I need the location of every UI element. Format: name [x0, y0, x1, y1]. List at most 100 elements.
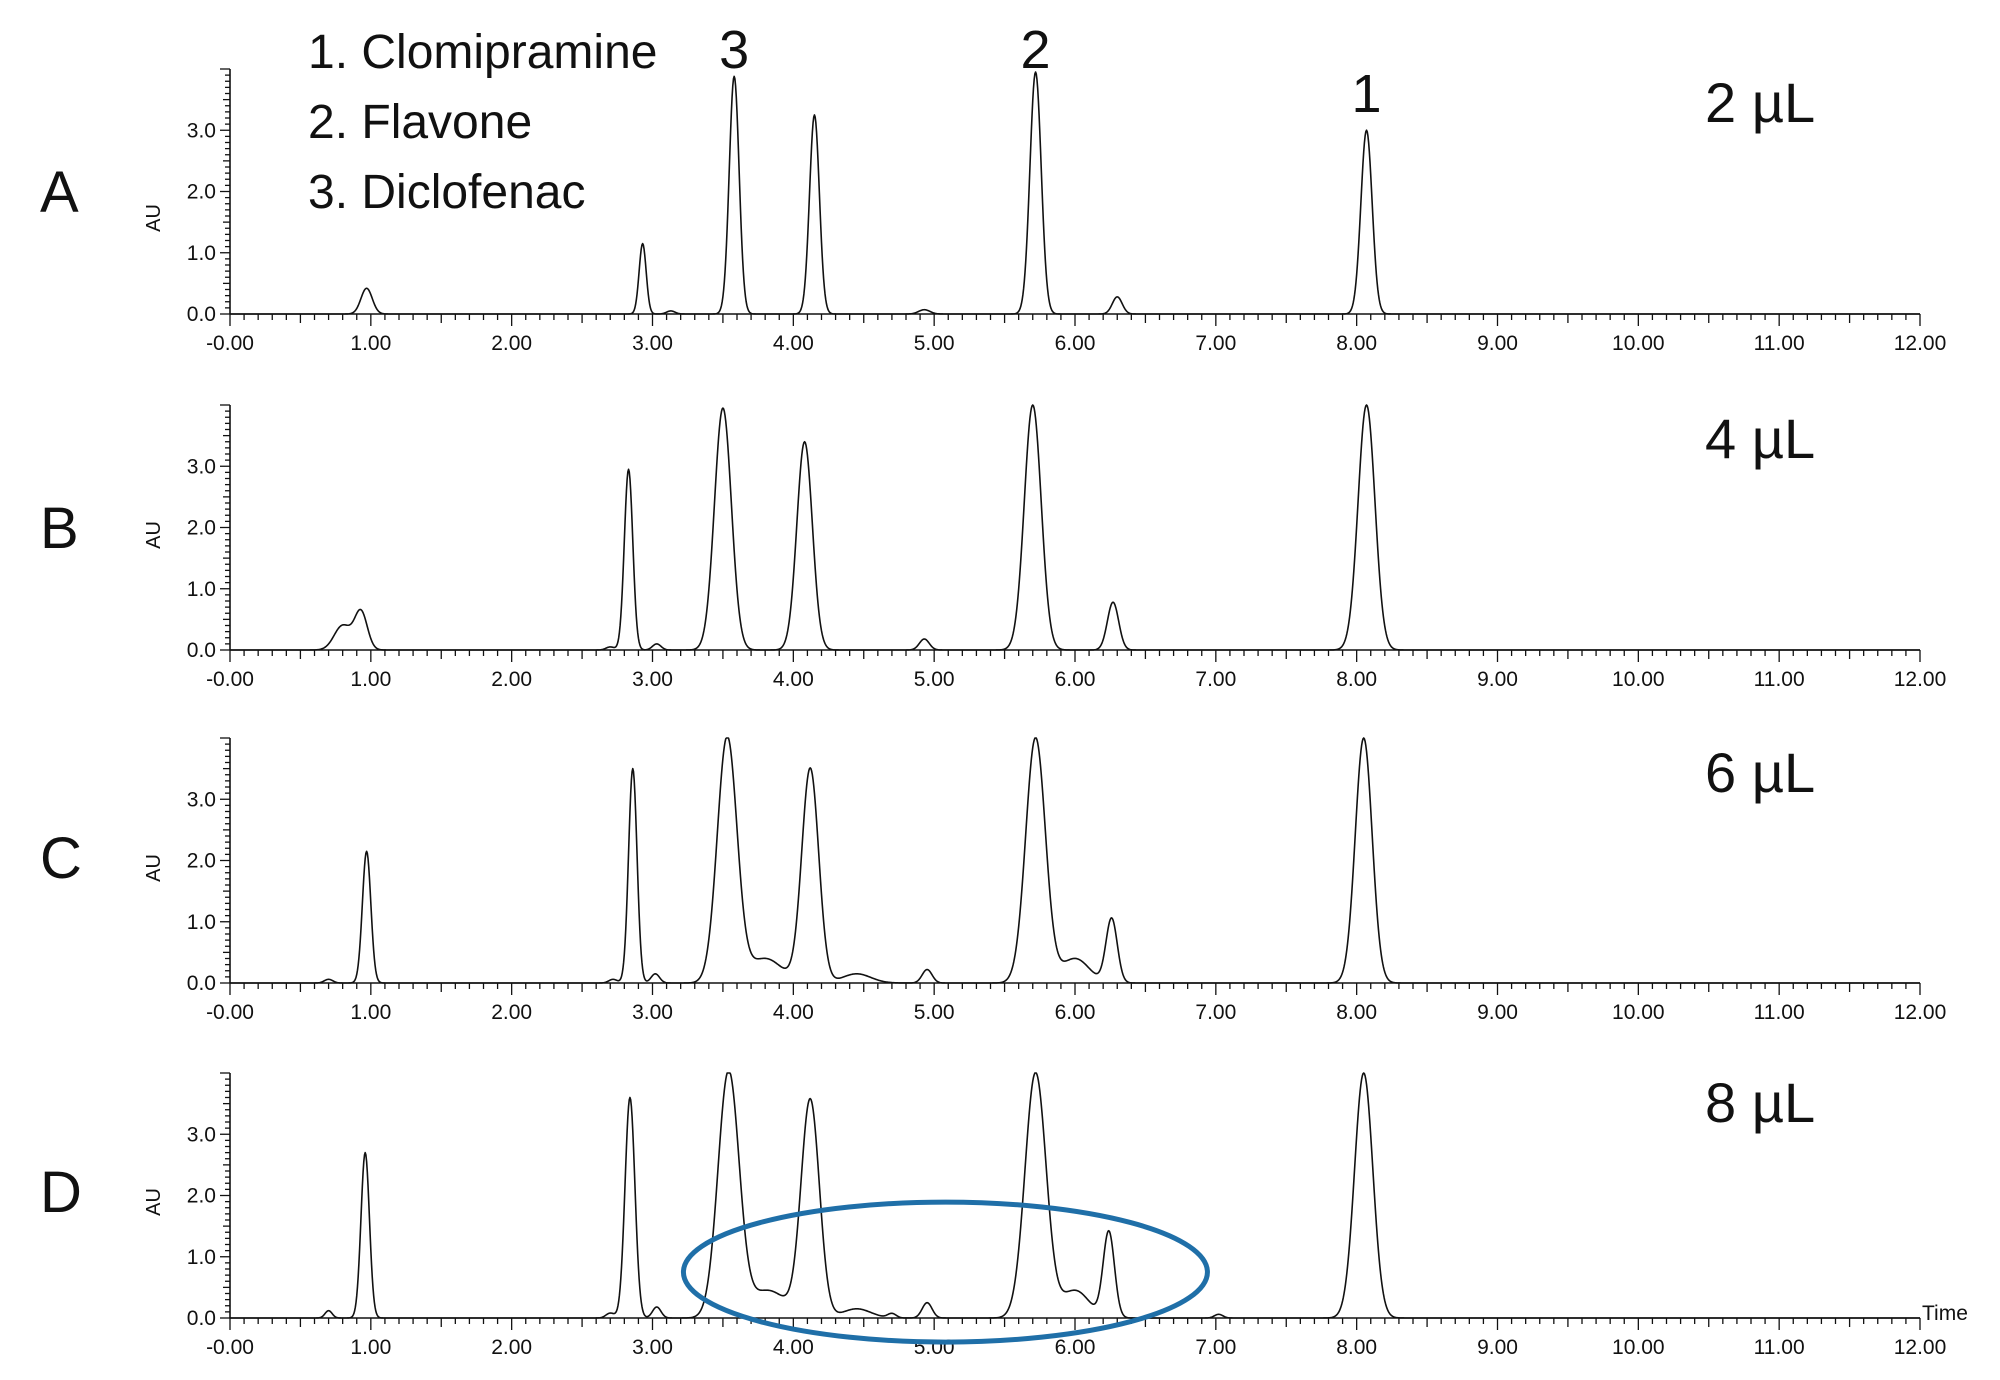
y-tick-label-d: 2.0: [187, 1185, 216, 1208]
x-tick-label-a: 10.00: [1612, 332, 1665, 355]
y-tick-label-a: 2.0: [187, 181, 216, 204]
axes-d: -0.00 1.00 2.00 3.00 4.00 5.00 6.00 7.00 8.00 9.0…: [187, 1072, 1947, 1359]
legend-item-diclofenac: 3. Diclofenac: [308, 166, 585, 219]
y-axis-label-a: AU: [143, 204, 165, 232]
x-tick-label-b: 8.00: [1336, 668, 1377, 691]
y-tick-label-b: 0.0: [187, 639, 216, 662]
trace-c: [229, 737, 1921, 984]
panel-letter-d: D: [40, 1160, 82, 1225]
x-tick-label-a: 9.00: [1477, 332, 1518, 355]
x-tick-label-c: 12.00: [1894, 1001, 1947, 1024]
x-tick-label-a: 1.00: [350, 332, 391, 355]
x-tick-label-d: 11.00: [1754, 1336, 1805, 1359]
x-tick-label-a: 8.00: [1336, 332, 1377, 355]
x-tick-label-b: 2.00: [491, 668, 532, 691]
peak-labels: 1 2 3: [719, 20, 1381, 124]
y-tick-label-b: 2.0: [187, 517, 216, 540]
panel-letter-b: B: [40, 496, 79, 561]
x-tick-label-d: 1.00: [350, 1336, 391, 1359]
x-tick-label-d: 10.00: [1612, 1336, 1665, 1359]
x-tick-label-a: 11.00: [1754, 332, 1805, 355]
axes-a: -0.00 1.00 2.00 3.00 4.00 5.00 6.00 7.00 8.00 9.0…: [187, 68, 1947, 355]
x-tick-label-b: 9.00: [1477, 668, 1518, 691]
y-tick-label-a: 3.0: [187, 119, 216, 142]
x-tick-label-c: 5.00: [914, 1001, 955, 1024]
x-tick-label-b: 10.00: [1612, 668, 1665, 691]
x-tick-label-c: 2.00: [491, 1001, 532, 1024]
panel-letter-c: C: [40, 826, 82, 891]
volume-label-a: 2 µL: [1705, 71, 1815, 134]
x-tick-label-c: 11.00: [1754, 1001, 1805, 1024]
x-tick-label-c: -0.00: [206, 1001, 254, 1024]
x-tick-label-d: 9.00: [1477, 1336, 1518, 1359]
x-tick-label-c: 6.00: [1055, 1001, 1096, 1024]
x-tick-label-d: 3.00: [632, 1336, 673, 1359]
x-tick-label-a: 12.00: [1894, 332, 1947, 355]
x-tick-label-d: 7.00: [1195, 1336, 1236, 1359]
volume-label-c: 6 µL: [1705, 741, 1815, 804]
y-tick-label-a: 1.0: [187, 242, 216, 265]
volume-label-d: 8 µL: [1705, 1071, 1815, 1134]
x-axis-label-time: Time: [1922, 1302, 1968, 1325]
y-axis-label-c: AU: [143, 854, 165, 882]
x-tick-label-c: 1.00: [350, 1001, 391, 1024]
y-tick-label-c: 1.0: [187, 911, 216, 934]
x-tick-label-b: 11.00: [1754, 668, 1805, 691]
panel-letter-a: A: [40, 160, 79, 225]
x-tick-label-b: 5.00: [914, 668, 955, 691]
x-tick-label-d: 6.00: [1055, 1336, 1096, 1359]
x-tick-label-c: 7.00: [1195, 1001, 1236, 1024]
x-tick-label-a: 5.00: [914, 332, 955, 355]
x-tick-label-d: 4.00: [773, 1336, 814, 1359]
peak-label-2: 2: [1021, 20, 1051, 80]
axes-c: -0.00 1.00 2.00 3.00 4.00 5.00 6.00 7.00 8.00 9.0…: [187, 737, 1947, 1024]
y-tick-label-d: 1.0: [187, 1246, 216, 1269]
trace-b: [229, 404, 1921, 651]
y-tick-label-c: 3.0: [187, 788, 216, 811]
panel-c: C 6 µL AU -0.00 1.00 2.00 3.00 4.00 5.00 6.00 7…: [40, 737, 1947, 1024]
y-tick-label-b: 1.0: [187, 578, 216, 601]
x-tick-label-a: -0.00: [206, 332, 254, 355]
x-tick-label-b: 6.00: [1055, 668, 1096, 691]
y-tick-label-a: 0.0: [187, 303, 216, 326]
x-tick-label-d: 2.00: [491, 1336, 532, 1359]
x-tick-label-b: -0.00: [206, 668, 254, 691]
y-tick-label-b: 3.0: [187, 455, 216, 478]
legend-item-flavone: 2. Flavone: [308, 96, 532, 149]
x-tick-label-c: 8.00: [1336, 1001, 1377, 1024]
x-tick-label-b: 1.00: [350, 668, 391, 691]
x-tick-label-d: -0.00: [206, 1336, 254, 1359]
peak-label-1: 1: [1352, 64, 1382, 124]
x-tick-label-a: 3.00: [632, 332, 673, 355]
compound-legend: 1. Clomipramine 2. Flavone 3. Diclofenac: [308, 26, 657, 219]
trace-a: [229, 71, 1921, 315]
peak-label-3: 3: [719, 20, 749, 80]
panel-b: B 4 µL AU -0.00 1.00 2.00 3.00 4.00 5.00 6.00 7…: [40, 404, 1947, 691]
x-tick-label-b: 4.00: [773, 668, 814, 691]
panel-d: D 8 µL AU -0.00 1.00 2.00 3.00 4.00 5.00 6.00 7…: [40, 1071, 1968, 1359]
panel-a: A 2 µL AU -0.00 1.00 2.00 3.00 4.00 5.00 6.00 7…: [40, 68, 1947, 355]
legend-item-clomipramine: 1. Clomipramine: [308, 26, 657, 79]
x-tick-label-c: 3.00: [632, 1001, 673, 1024]
x-tick-label-a: 2.00: [491, 332, 532, 355]
y-tick-label-c: 2.0: [187, 850, 216, 873]
y-tick-label-d: 3.0: [187, 1123, 216, 1146]
x-tick-label-c: 4.00: [773, 1001, 814, 1024]
x-tick-label-a: 6.00: [1055, 332, 1096, 355]
y-axis-label-d: AU: [143, 1188, 165, 1216]
x-tick-label-c: 9.00: [1477, 1001, 1518, 1024]
highlight-ellipse: [680, 1199, 1210, 1345]
x-tick-label-d: 12.00: [1894, 1336, 1947, 1359]
x-tick-label-c: 10.00: [1612, 1001, 1665, 1024]
x-tick-label-a: 4.00: [773, 332, 814, 355]
x-tick-label-a: 7.00: [1195, 332, 1236, 355]
y-tick-label-d: 0.0: [187, 1307, 216, 1330]
trace-d: [229, 1072, 1921, 1319]
x-tick-label-b: 12.00: [1894, 668, 1947, 691]
axes-b: -0.00 1.00 2.00 3.00 4.00 5.00 6.00 7.00 8.00 9.0…: [187, 404, 1947, 691]
x-tick-label-d: 8.00: [1336, 1336, 1377, 1359]
x-tick-label-b: 3.00: [632, 668, 673, 691]
y-axis-label-b: AU: [143, 521, 165, 549]
volume-label-b: 4 µL: [1705, 407, 1815, 470]
